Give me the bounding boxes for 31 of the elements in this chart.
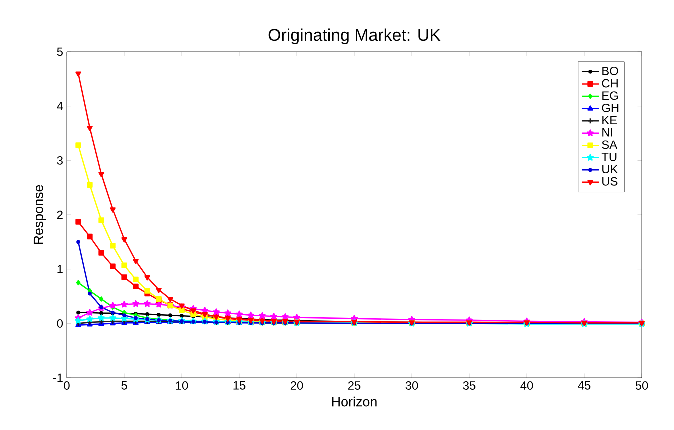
- x-tick-label: 20: [290, 382, 304, 390]
- x-tick-label: 35: [463, 382, 476, 390]
- x-tick-label: 15: [234, 382, 246, 390]
- y-tick-label: 4: [57, 102, 64, 110]
- x-tick-label: 25: [348, 382, 361, 390]
- y-tick-label: 1: [58, 265, 63, 274]
- x-tick-label: 5: [122, 382, 128, 390]
- x-tick-label: 45: [578, 382, 591, 390]
- x-tick-label: 50: [636, 382, 648, 390]
- legend-label: SA: [602, 140, 618, 150]
- chart-title: Originating Market: UK: [268, 28, 441, 45]
- legend-label: GH: [602, 104, 619, 112]
- y-tick-label: 3: [57, 156, 63, 165]
- y-tick-label: 5: [57, 48, 63, 56]
- legend-label: NI: [602, 128, 612, 137]
- x-tick-label: 10: [176, 382, 188, 390]
- x-tick-label: 30: [406, 382, 418, 390]
- y-tick-label: -1: [53, 374, 63, 382]
- x-tick-label: 0: [64, 382, 70, 390]
- x-tick-label: 40: [520, 382, 534, 390]
- x-axis-title: Horizon: [332, 396, 377, 407]
- legend-label: CH: [602, 79, 618, 88]
- legend-label: US: [602, 177, 618, 186]
- y-axis-title: Response: [34, 185, 46, 244]
- legend-label: BO: [602, 66, 618, 76]
- y-tick-label: 2: [57, 210, 63, 220]
- legend-label: TU: [602, 153, 617, 162]
- y-tick-label: 0: [57, 319, 64, 328]
- legend-label: UK: [602, 165, 618, 174]
- legend-label: KE: [602, 116, 618, 125]
- legend-label: EG: [602, 92, 618, 100]
